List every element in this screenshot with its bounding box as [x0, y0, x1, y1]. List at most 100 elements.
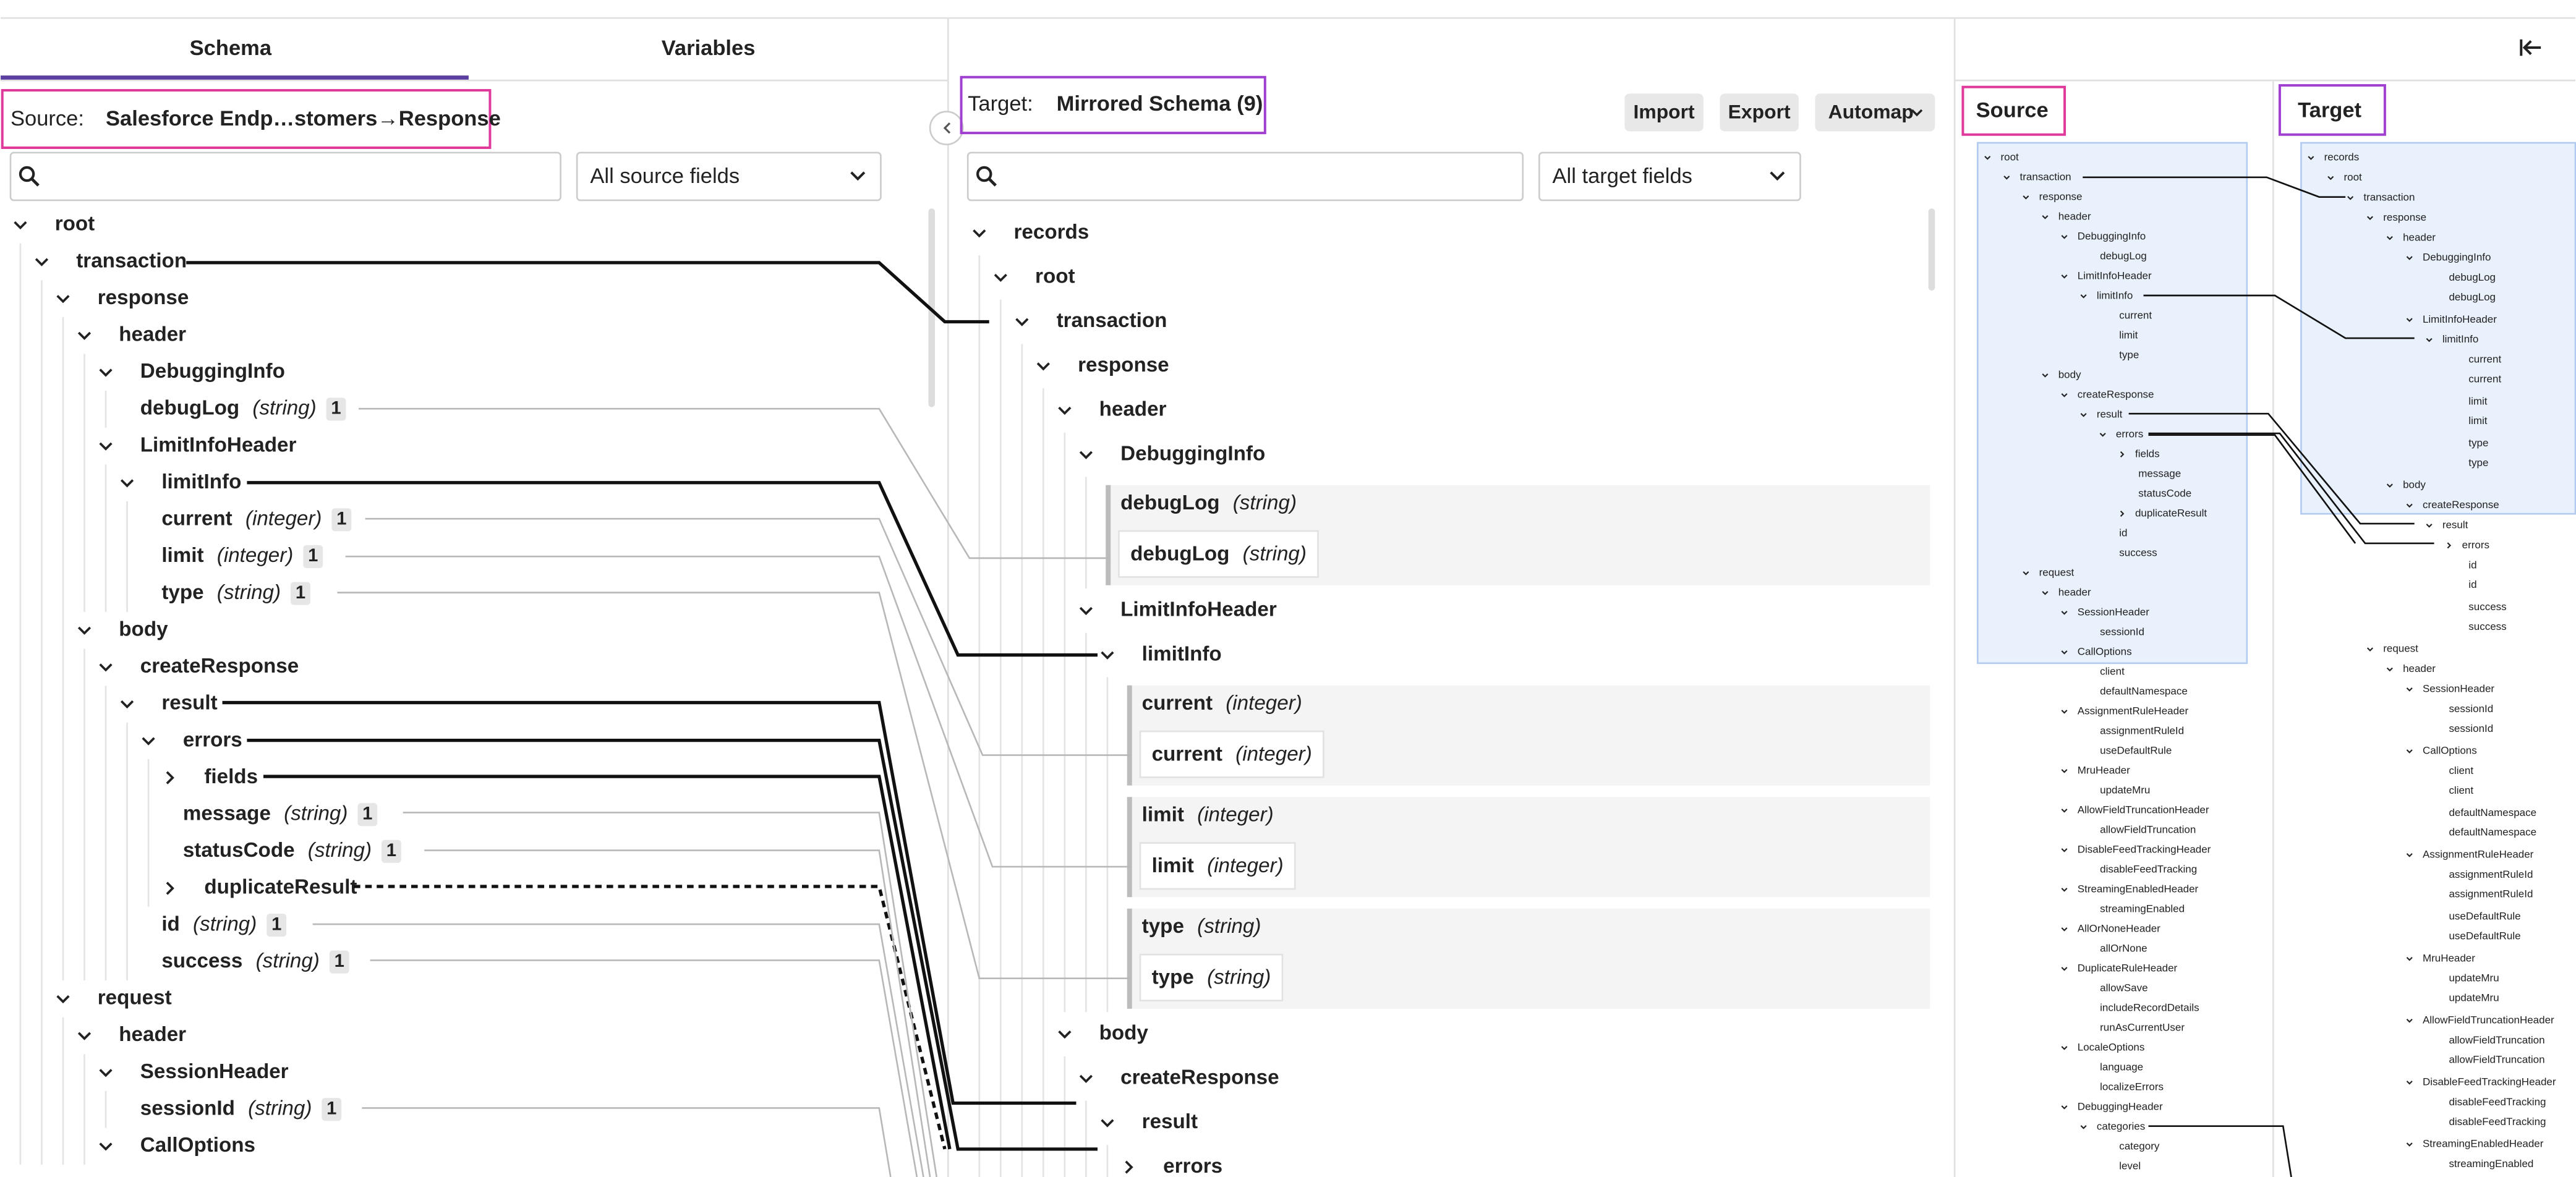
- node-label: DebuggingInfo: [2423, 252, 2491, 263]
- expand-toggle[interactable]: [99, 442, 113, 451]
- expand-toggle[interactable]: [2061, 650, 2068, 655]
- expand-toggle[interactable]: [2426, 338, 2433, 342]
- expand-toggle[interactable]: [56, 995, 70, 1004]
- node-label: sessionId: [2449, 703, 2493, 715]
- expand-toggle[interactable]: [2386, 236, 2393, 240]
- expand-toggle[interactable]: [99, 1142, 113, 1151]
- expand-toggle[interactable]: [142, 737, 155, 746]
- mapping-label: debugLog: [1130, 542, 1229, 565]
- expand-toggle[interactable]: [2099, 433, 2106, 437]
- expand-toggle[interactable]: [2120, 451, 2125, 457]
- expand-toggle[interactable]: [2366, 216, 2373, 221]
- expand-toggle[interactable]: [2042, 215, 2049, 219]
- expand-toggle[interactable]: [2061, 927, 2068, 932]
- expand-toggle[interactable]: [2061, 393, 2068, 397]
- tab[interactable]: Variables: [662, 36, 756, 60]
- node-label: DisableFeedTrackingHeader: [2078, 843, 2211, 855]
- scrollbar[interactable]: [1928, 208, 1935, 291]
- filter-dropdown[interactable]: [1538, 151, 1801, 202]
- expand-toggle[interactable]: [2406, 1142, 2413, 1147]
- expand-toggle[interactable]: [2406, 318, 2413, 322]
- expand-toggle[interactable]: [166, 882, 174, 895]
- expand-toggle[interactable]: [2386, 483, 2393, 488]
- expand-toggle[interactable]: [2386, 667, 2393, 672]
- expand-toggle[interactable]: [77, 1032, 92, 1040]
- expand-toggle[interactable]: [14, 221, 27, 230]
- collapse-panel-icon[interactable]: [2520, 39, 2541, 56]
- expand-toggle[interactable]: [99, 368, 113, 377]
- expand-toggle[interactable]: [2061, 235, 2068, 239]
- node-label: result: [1142, 1110, 1198, 1133]
- expand-toggle[interactable]: [1015, 318, 1029, 326]
- expand-toggle[interactable]: [2042, 373, 2049, 378]
- expand-toggle[interactable]: [2061, 710, 2068, 714]
- expand-toggle[interactable]: [77, 331, 92, 340]
- collapse-button[interactable]: [929, 111, 964, 146]
- node-type: (integer): [217, 544, 294, 567]
- filter-dropdown[interactable]: [576, 151, 882, 202]
- expand-toggle[interactable]: [2042, 591, 2049, 595]
- expand-toggle[interactable]: [2061, 848, 2068, 852]
- node-label: debugLog: [140, 397, 239, 420]
- expand-toggle[interactable]: [2061, 769, 2068, 773]
- expand-toggle[interactable]: [2003, 176, 2010, 180]
- expand-toggle[interactable]: [2023, 571, 2029, 576]
- expand-toggle[interactable]: [2120, 510, 2125, 517]
- expand-toggle[interactable]: [2406, 256, 2413, 260]
- expand-toggle[interactable]: [99, 663, 113, 672]
- expand-toggle[interactable]: [1079, 451, 1093, 459]
- expand-toggle[interactable]: [2406, 956, 2413, 961]
- expand-toggle[interactable]: [1058, 406, 1072, 415]
- expand-toggle[interactable]: [1036, 362, 1050, 371]
- expand-toggle[interactable]: [2347, 196, 2354, 200]
- expand-toggle[interactable]: [2061, 611, 2068, 615]
- expand-toggle[interactable]: [2080, 1125, 2087, 1129]
- expand-toggle[interactable]: [2061, 809, 2068, 813]
- node-label: createResponse: [1120, 1066, 1279, 1089]
- expand-toggle[interactable]: [2061, 1046, 2068, 1050]
- expand-toggle[interactable]: [1101, 651, 1114, 660]
- search-input[interactable]: [9, 151, 561, 202]
- expand-toggle[interactable]: [2406, 503, 2413, 508]
- expand-toggle[interactable]: [2023, 195, 2029, 200]
- import-button[interactable]: [1624, 93, 1704, 132]
- expand-toggle[interactable]: [120, 700, 134, 709]
- search-input[interactable]: [966, 151, 1524, 202]
- node-label: response: [2383, 211, 2426, 223]
- expand-toggle[interactable]: [166, 771, 174, 784]
- expand-toggle[interactable]: [56, 295, 70, 304]
- expand-toggle[interactable]: [1079, 1074, 1093, 1083]
- expand-toggle[interactable]: [2080, 413, 2087, 417]
- expand-toggle[interactable]: [2061, 1105, 2068, 1110]
- expand-toggle[interactable]: [2080, 294, 2087, 299]
- node-label: limitInfo: [2442, 333, 2479, 345]
- expand-toggle[interactable]: [973, 229, 986, 238]
- expand-toggle[interactable]: [1101, 1119, 1114, 1128]
- expand-toggle[interactable]: [1125, 1160, 1133, 1174]
- expand-toggle[interactable]: [994, 273, 1007, 283]
- expand-toggle[interactable]: [2447, 542, 2452, 549]
- export-button[interactable]: [1720, 93, 1799, 132]
- expand-toggle[interactable]: [2406, 1081, 2413, 1085]
- expand-toggle[interactable]: [2366, 647, 2373, 652]
- expand-toggle[interactable]: [35, 258, 49, 266]
- expand-toggle[interactable]: [2308, 156, 2314, 160]
- highlight-box: [2278, 84, 2386, 136]
- expand-toggle[interactable]: [2426, 524, 2433, 528]
- expand-toggle[interactable]: [2061, 888, 2068, 892]
- expand-toggle[interactable]: [2061, 967, 2068, 971]
- expand-toggle[interactable]: [77, 626, 92, 635]
- expand-toggle[interactable]: [120, 479, 134, 488]
- expand-toggle[interactable]: [99, 1069, 113, 1077]
- expand-toggle[interactable]: [2327, 176, 2334, 181]
- expand-toggle[interactable]: [1984, 156, 1991, 160]
- expand-toggle[interactable]: [2406, 749, 2413, 754]
- tab[interactable]: Schema: [190, 36, 272, 60]
- expand-toggle[interactable]: [2406, 1019, 2413, 1023]
- expand-toggle[interactable]: [2406, 853, 2413, 857]
- expand-toggle[interactable]: [1058, 1030, 1072, 1039]
- automap-button[interactable]: [1815, 93, 1935, 132]
- expand-toggle[interactable]: [1079, 606, 1093, 616]
- expand-toggle[interactable]: [2061, 274, 2068, 279]
- expand-toggle[interactable]: [2406, 687, 2413, 692]
